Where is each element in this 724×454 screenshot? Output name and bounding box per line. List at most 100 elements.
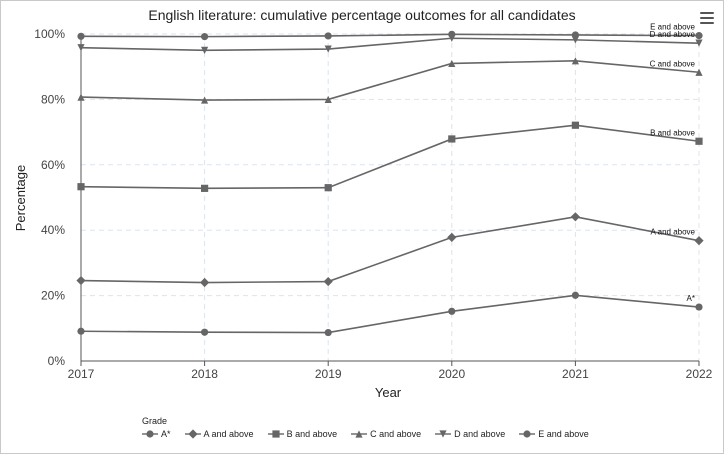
legend-symbol (146, 430, 154, 438)
data-point (77, 93, 85, 101)
legend-marker (435, 430, 452, 438)
legend-item[interactable]: C and above (351, 429, 421, 439)
data-point (201, 96, 209, 104)
series-3 (77, 57, 703, 104)
data-point (448, 307, 456, 315)
series-line (80, 37, 700, 52)
data-point (448, 135, 456, 143)
legend-label: C and above (370, 429, 422, 439)
legend-marker (267, 430, 284, 438)
series-0 (77, 291, 703, 337)
data-point (76, 275, 86, 286)
data-point (447, 232, 457, 242)
x-tick-label: 2021 (562, 367, 589, 381)
data-point (201, 33, 209, 41)
legend-marker (351, 430, 368, 438)
data-point (324, 184, 332, 192)
y-tick-label: 100% (34, 27, 65, 41)
label-layer: A* A and above B and above C and above D and… (650, 23, 696, 303)
legend-item[interactable]: D and above (435, 429, 505, 439)
data-point (201, 328, 209, 336)
series-layer (76, 30, 704, 337)
data-point (448, 30, 456, 38)
legend-item[interactable]: A and above (184, 429, 254, 439)
data-point (695, 32, 703, 40)
data-point (694, 236, 704, 246)
legend-symbol (439, 430, 447, 438)
data-point (77, 44, 85, 52)
series-line (80, 33, 700, 38)
data-point (324, 95, 332, 103)
series-end-label: C and above (650, 59, 696, 68)
legend-title: Grade (142, 416, 168, 426)
legend-item[interactable]: B and above (267, 429, 338, 439)
legend-label: D and above (454, 429, 506, 439)
axis-layer: 0% 20% 40% 60% 80% 100% 2017 2018 2019 2020 2021 20… (34, 27, 712, 381)
series-end-label: B and above (650, 128, 695, 137)
legend-item[interactable]: A* (142, 429, 171, 439)
legend-marker (184, 429, 201, 439)
data-point (695, 68, 703, 76)
legend-symbol (523, 430, 531, 438)
x-tick-label: 2020 (438, 367, 465, 381)
chart-title: English literature: cumulative percentag… (148, 7, 576, 23)
y-tick-label: 20% (41, 289, 65, 303)
series-line (80, 215, 700, 284)
menu-icon[interactable] (700, 12, 714, 24)
series-end-label: A* (687, 294, 695, 303)
data-point (324, 328, 332, 337)
data-point (571, 31, 580, 39)
y-tick-label: 40% (41, 223, 65, 237)
legend-label: A* (161, 429, 171, 439)
series-line (80, 124, 700, 190)
grid-layer (80, 33, 700, 362)
series-end-label: A and above (651, 228, 696, 237)
legend-symbol (271, 430, 280, 438)
series-4 (77, 34, 703, 54)
y-tick-label: 0% (48, 354, 66, 368)
data-point (77, 32, 85, 40)
data-point (77, 183, 85, 191)
x-tick-label: 2022 (686, 367, 713, 381)
data-point (571, 121, 579, 129)
legend-label: A and above (203, 429, 254, 439)
x-tick-label: 2019 (315, 367, 342, 381)
data-point (323, 276, 333, 287)
data-point (571, 291, 580, 299)
y-tick-label: 80% (41, 92, 65, 106)
series-5 (77, 30, 703, 41)
legend-marker (142, 430, 158, 438)
series-2 (77, 121, 703, 192)
legend-symbol (187, 429, 198, 439)
data-point (571, 57, 579, 65)
y-tick-label: 60% (41, 158, 65, 172)
data-point (201, 184, 209, 192)
legend: Grade A* A and above B and above C and abov… (142, 416, 589, 439)
data-point (77, 327, 85, 335)
legend-marker (519, 430, 536, 438)
series-end-label: E and above (650, 23, 695, 32)
data-point (695, 137, 703, 145)
data-point (570, 212, 580, 222)
legend-label: E and above (538, 429, 589, 439)
data-point (695, 39, 703, 47)
legend-items: A* A and above B and above C and above D and… (142, 429, 589, 439)
data-point (324, 45, 332, 53)
series-end-label: D and above (650, 30, 696, 39)
y-axis-title: Percentage (13, 165, 28, 232)
data-point (448, 59, 456, 68)
series-line (80, 60, 700, 101)
legend-item[interactable]: E and above (519, 429, 589, 439)
x-axis-title: Year (375, 385, 402, 400)
series-line (80, 294, 700, 334)
data-point (695, 303, 703, 311)
legend-label: B and above (286, 429, 338, 439)
data-point (324, 32, 332, 40)
data-point (200, 277, 210, 288)
x-tick-label: 2017 (68, 367, 95, 381)
series-1 (76, 212, 704, 288)
legend-symbol (355, 430, 363, 438)
data-point (201, 46, 209, 54)
